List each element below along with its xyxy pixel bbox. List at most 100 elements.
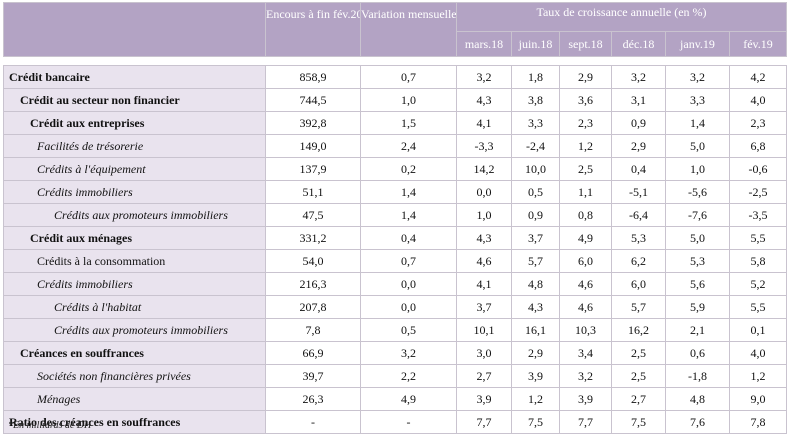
row-label: Crédit bancaire bbox=[3, 65, 266, 89]
variation-cell: 0,7 bbox=[360, 249, 457, 273]
growth-cell: 7,5 bbox=[611, 410, 666, 434]
variation-cell: 3,2 bbox=[360, 341, 457, 365]
growth-cell: 5,0 bbox=[665, 134, 730, 158]
row-label: Ménages bbox=[3, 387, 266, 411]
variation-cell: 0,4 bbox=[360, 226, 457, 250]
variation-cell: 0,7 bbox=[360, 65, 457, 89]
growth-cell: 0,0 bbox=[456, 180, 512, 204]
growth-cell: 3,9 bbox=[456, 387, 512, 411]
row-label: Sociétés non financières privées bbox=[3, 364, 266, 388]
table-row: Crédits à la consommation 54,0 0,7 4,6 5,7 6,… bbox=[3, 249, 787, 273]
growth-cell: 5,7 bbox=[511, 249, 560, 273]
encours-cell: 39,7 bbox=[265, 364, 361, 388]
growth-cell: 4,6 bbox=[456, 249, 512, 273]
growth-cell: 6,0 bbox=[559, 249, 612, 273]
growth-cell: -5,1 bbox=[611, 180, 666, 204]
variation-cell: 4,9 bbox=[360, 387, 457, 411]
encours-cell: 54,0 bbox=[265, 249, 361, 273]
variation-cell: 0,2 bbox=[360, 157, 457, 181]
row-label: Ratio des créances en souffrances bbox=[3, 410, 266, 434]
growth-cell: 3,4 bbox=[559, 341, 612, 365]
growth-cell: -1,8 bbox=[665, 364, 730, 388]
table-row: Crédit bancaire 858,9 0,7 3,2 1,8 2,9 3,2 3,2 4,… bbox=[3, 65, 787, 89]
growth-cell: 6,8 bbox=[729, 134, 787, 158]
growth-cell: 1,1 bbox=[559, 180, 612, 204]
header-variation: Variation mensuelle (en %) bbox=[360, 2, 457, 57]
encours-cell: 331,2 bbox=[265, 226, 361, 250]
growth-cell: -7,6 bbox=[665, 203, 730, 227]
table-row: Crédits aux promoteurs immobiliers 7,8 0,5… bbox=[3, 318, 787, 342]
growth-cell: -0,6 bbox=[729, 157, 787, 181]
growth-cell: -3,5 bbox=[729, 203, 787, 227]
row-label: Créances en souffrances bbox=[3, 341, 266, 365]
growth-cell: 4,9 bbox=[559, 226, 612, 250]
growth-cell: 6,0 bbox=[611, 272, 666, 296]
growth-cell: 1,0 bbox=[665, 157, 730, 181]
growth-cell: 0,9 bbox=[611, 111, 666, 135]
growth-cell: 6,2 bbox=[611, 249, 666, 273]
table-row: Crédit aux entreprises 392,8 1,5 4,1 3,3 2,3 0… bbox=[3, 111, 787, 135]
growth-cell: 0,5 bbox=[511, 180, 560, 204]
growth-cell: 4,0 bbox=[729, 341, 787, 365]
growth-cell: 4,1 bbox=[456, 272, 512, 296]
encours-cell: 47,5 bbox=[265, 203, 361, 227]
growth-cell: 2,3 bbox=[559, 111, 612, 135]
period-header: mars.18 bbox=[456, 31, 512, 57]
growth-cell: 5,5 bbox=[729, 226, 787, 250]
growth-cell: 4,3 bbox=[511, 295, 560, 319]
encours-cell: 137,9 bbox=[265, 157, 361, 181]
growth-cell: -2,5 bbox=[729, 180, 787, 204]
growth-cell: 5,7 bbox=[611, 295, 666, 319]
growth-cell: 7,7 bbox=[456, 410, 512, 434]
header-encours: Encours à fin fév.2019* bbox=[265, 2, 361, 57]
growth-cell: 3,1 bbox=[611, 88, 666, 112]
encours-cell: 207,8 bbox=[265, 295, 361, 319]
growth-cell: 4,6 bbox=[559, 272, 612, 296]
table-row: Crédit aux ménages 331,2 0,4 4,3 3,7 4,9 5,3 5,… bbox=[3, 226, 787, 250]
growth-cell: 5,9 bbox=[665, 295, 730, 319]
row-label: Crédits immobiliers bbox=[3, 180, 266, 204]
header-blank bbox=[3, 2, 266, 57]
growth-cell: 1,2 bbox=[559, 134, 612, 158]
growth-cell: 4,1 bbox=[456, 111, 512, 135]
credit-table: Encours à fin fév.2019* Variation mensue… bbox=[3, 1, 787, 434]
growth-cell: 5,0 bbox=[665, 226, 730, 250]
growth-cell: 0,8 bbox=[559, 203, 612, 227]
growth-cell: 0,6 bbox=[665, 341, 730, 365]
growth-cell: 3,7 bbox=[456, 295, 512, 319]
growth-cell: -6,4 bbox=[611, 203, 666, 227]
growth-cell: 7,5 bbox=[511, 410, 560, 434]
table-row: Crédits à l'habitat 207,8 0,0 3,7 4,3 4,6 5,7 5… bbox=[3, 295, 787, 319]
growth-cell: 2,7 bbox=[456, 364, 512, 388]
table-row: Créances en souffrances 66,9 3,2 3,0 2,9 3,4 2… bbox=[3, 341, 787, 365]
growth-cell: 10,1 bbox=[456, 318, 512, 342]
growth-cell: 2,5 bbox=[611, 341, 666, 365]
growth-cell: 2,9 bbox=[559, 65, 612, 89]
period-header: juin.18 bbox=[511, 31, 560, 57]
growth-cell: 5,8 bbox=[729, 249, 787, 273]
variation-cell: 1,5 bbox=[360, 111, 457, 135]
growth-cell: 3,7 bbox=[511, 226, 560, 250]
growth-cell: 3,3 bbox=[665, 88, 730, 112]
growth-cell: 10,0 bbox=[511, 157, 560, 181]
growth-cell: 4,0 bbox=[729, 88, 787, 112]
variation-cell: 0,5 bbox=[360, 318, 457, 342]
growth-cell: 0,4 bbox=[611, 157, 666, 181]
table-row: Sociétés non financières privées 39,7 2,2 2… bbox=[3, 364, 787, 388]
encours-cell: 66,9 bbox=[265, 341, 361, 365]
row-label: Crédits à la consommation bbox=[3, 249, 266, 273]
growth-cell: 2,1 bbox=[665, 318, 730, 342]
row-label: Crédits à l'équipement bbox=[3, 157, 266, 181]
variation-cell: 0,0 bbox=[360, 272, 457, 296]
row-label: Crédits aux promoteurs immobiliers bbox=[3, 318, 266, 342]
growth-cell: 5,5 bbox=[729, 295, 787, 319]
growth-cell: 2,3 bbox=[729, 111, 787, 135]
encours-cell: 7,8 bbox=[265, 318, 361, 342]
row-label: Crédit aux entreprises bbox=[3, 111, 266, 135]
table-row: Ratio des créances en souffrances - -7,7 7,… bbox=[3, 410, 787, 434]
table-row: Ménages 26,3 4,9 3,9 1,2 3,9 2,7 4,8 9,0 bbox=[3, 387, 787, 411]
growth-cell: 3,8 bbox=[511, 88, 560, 112]
growth-cell: 2,5 bbox=[611, 364, 666, 388]
encours-cell: 392,8 bbox=[265, 111, 361, 135]
period-header: janv.19 bbox=[665, 31, 730, 57]
